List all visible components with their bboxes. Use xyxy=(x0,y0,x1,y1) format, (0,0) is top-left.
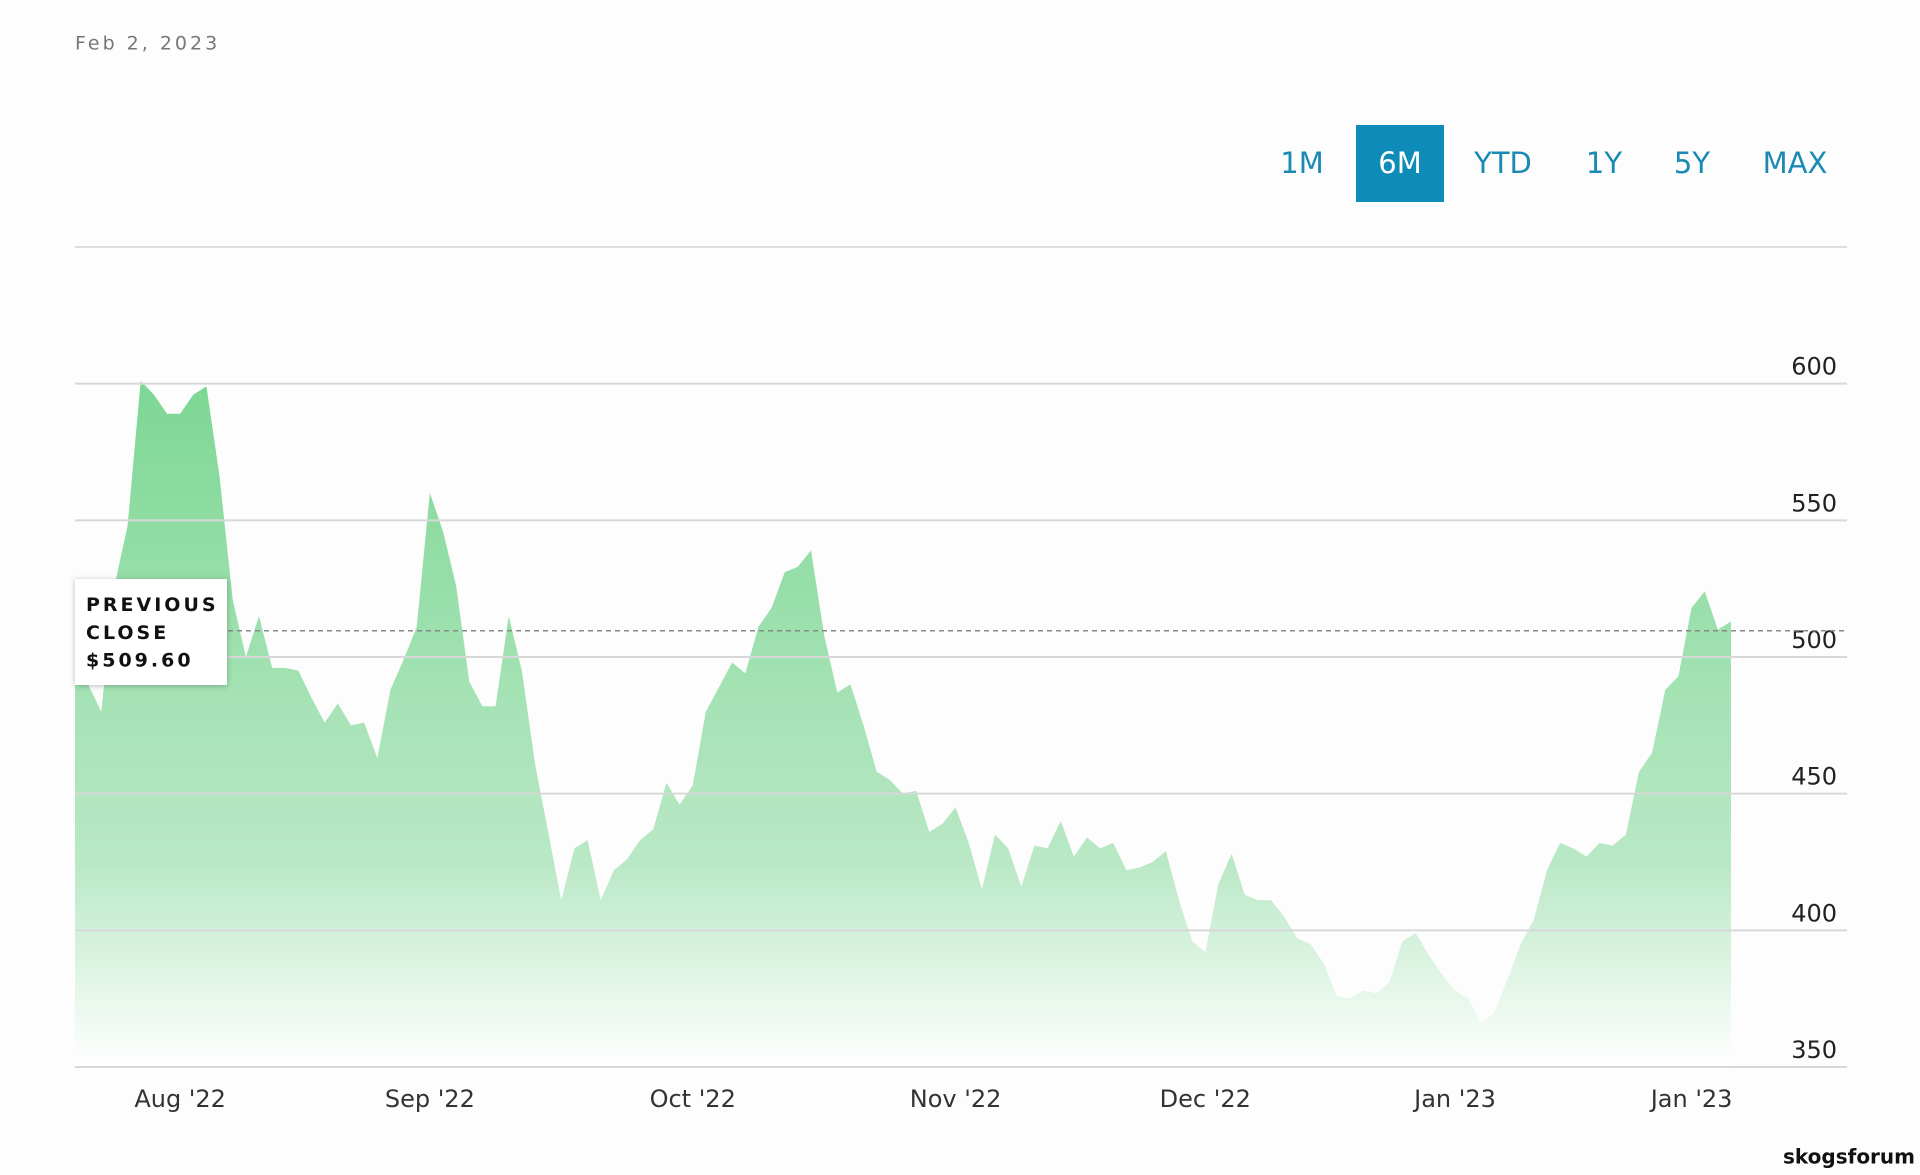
range-button[interactable]: 6M xyxy=(1378,146,1421,180)
range-button[interactable]: YTD xyxy=(1473,146,1532,180)
y-tick-label: 350 xyxy=(1791,1036,1837,1064)
x-tick-label: Sep '22 xyxy=(385,1085,475,1113)
range-button-active[interactable] xyxy=(1356,125,1444,202)
y-tick-label: 400 xyxy=(1791,899,1837,927)
range-button[interactable]: MAX xyxy=(1763,146,1828,180)
range-button[interactable]: 1Y xyxy=(1586,146,1622,180)
range-button[interactable]: 5Y xyxy=(1674,146,1710,180)
x-tick-label: Aug '22 xyxy=(134,1085,226,1113)
range-button[interactable]: 1M xyxy=(1280,146,1323,180)
previous-close-label: PREVIOUS CLOSE xyxy=(86,594,219,644)
x-tick-label: Jan '23 xyxy=(1412,1085,1496,1113)
date: Feb 2, 2023 xyxy=(75,33,220,55)
price-area xyxy=(75,380,1731,1067)
x-tick-label: Jan '23 xyxy=(1649,1085,1733,1113)
previous-close-value: $509.60 xyxy=(86,650,194,672)
y-tick-label: 600 xyxy=(1791,353,1837,381)
x-tick-label: Dec '22 xyxy=(1160,1085,1251,1113)
y-tick-label: 450 xyxy=(1791,763,1837,791)
x-tick-label: Nov '22 xyxy=(910,1085,1002,1113)
y-tick-label: 550 xyxy=(1791,489,1837,517)
previous-close-box xyxy=(75,579,227,685)
x-tick-label: Oct '22 xyxy=(650,1085,736,1113)
watermark: skogsforum xyxy=(1783,1145,1915,1169)
